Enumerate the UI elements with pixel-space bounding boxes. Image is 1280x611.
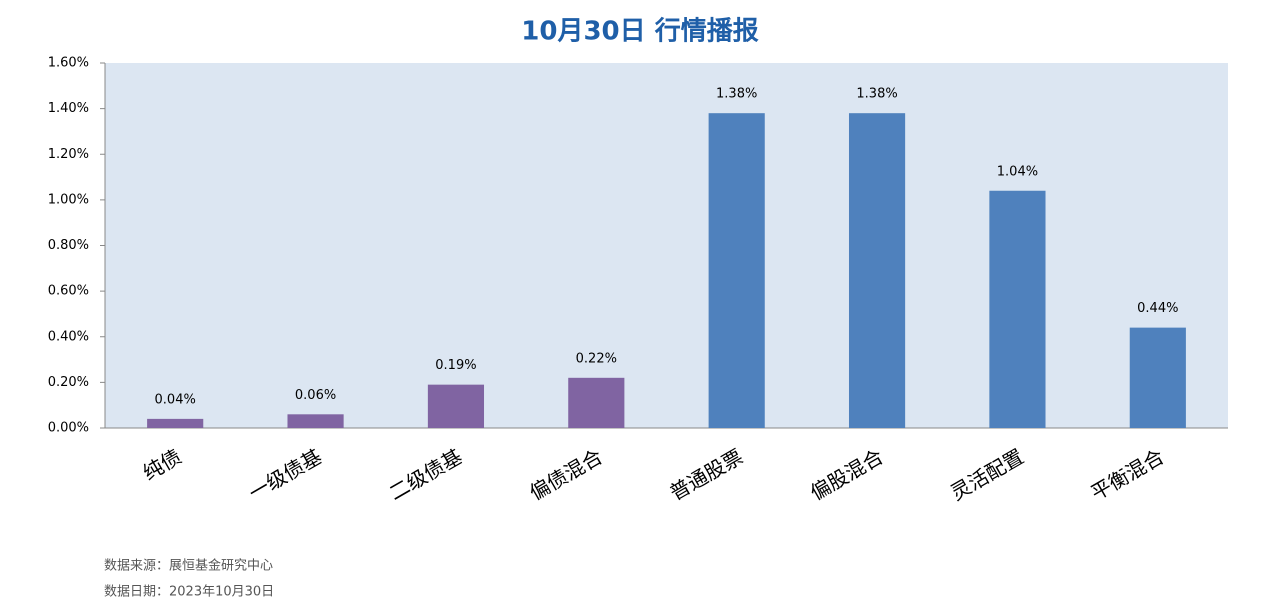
chart-title: 10月30日 行情播报	[521, 16, 758, 47]
y-tick-label: 1.20%	[48, 147, 89, 162]
y-tick-label: 0.00%	[48, 421, 89, 436]
y-tick-label: 0.20%	[48, 375, 89, 390]
x-tick-label: 纯债	[139, 444, 186, 485]
x-tick-label: 偏债混合	[525, 444, 606, 505]
x-tick-label: 平衡混合	[1087, 444, 1168, 505]
bar	[848, 113, 906, 428]
bar	[568, 377, 625, 428]
value-label: 1.38%	[716, 87, 757, 102]
value-label: 1.38%	[856, 87, 897, 102]
y-tick-label: 0.60%	[48, 284, 89, 299]
bar	[1129, 327, 1186, 428]
value-label: 0.19%	[435, 358, 476, 373]
x-tick-label: 普通股票	[666, 444, 747, 505]
y-tick-label: 1.00%	[48, 192, 89, 207]
bar	[427, 384, 485, 428]
source-note: 数据来源：展恒基金研究中心	[104, 558, 273, 574]
y-tick-label: 1.40%	[48, 101, 89, 116]
value-label: 1.04%	[997, 164, 1038, 179]
y-tick-label: 1.60%	[48, 56, 89, 71]
x-tick-label: 灵活配置	[946, 444, 1027, 505]
bar	[287, 414, 344, 428]
value-label: 0.04%	[155, 392, 196, 407]
bar	[147, 418, 204, 428]
plot-area	[105, 63, 1228, 428]
y-tick-label: 0.40%	[48, 329, 89, 344]
y-tick-label: 0.80%	[48, 238, 89, 253]
value-label: 0.06%	[295, 388, 336, 403]
x-tick-label: 偏股混合	[806, 444, 887, 505]
x-tick-label: 二级债基	[385, 444, 466, 505]
date-note: 数据日期：2023年10月30日	[104, 585, 274, 600]
value-label: 0.22%	[576, 351, 617, 366]
value-label: 0.44%	[1137, 301, 1178, 316]
x-tick-label: 一级债基	[245, 444, 326, 505]
bar	[708, 113, 765, 428]
bar	[989, 190, 1046, 428]
